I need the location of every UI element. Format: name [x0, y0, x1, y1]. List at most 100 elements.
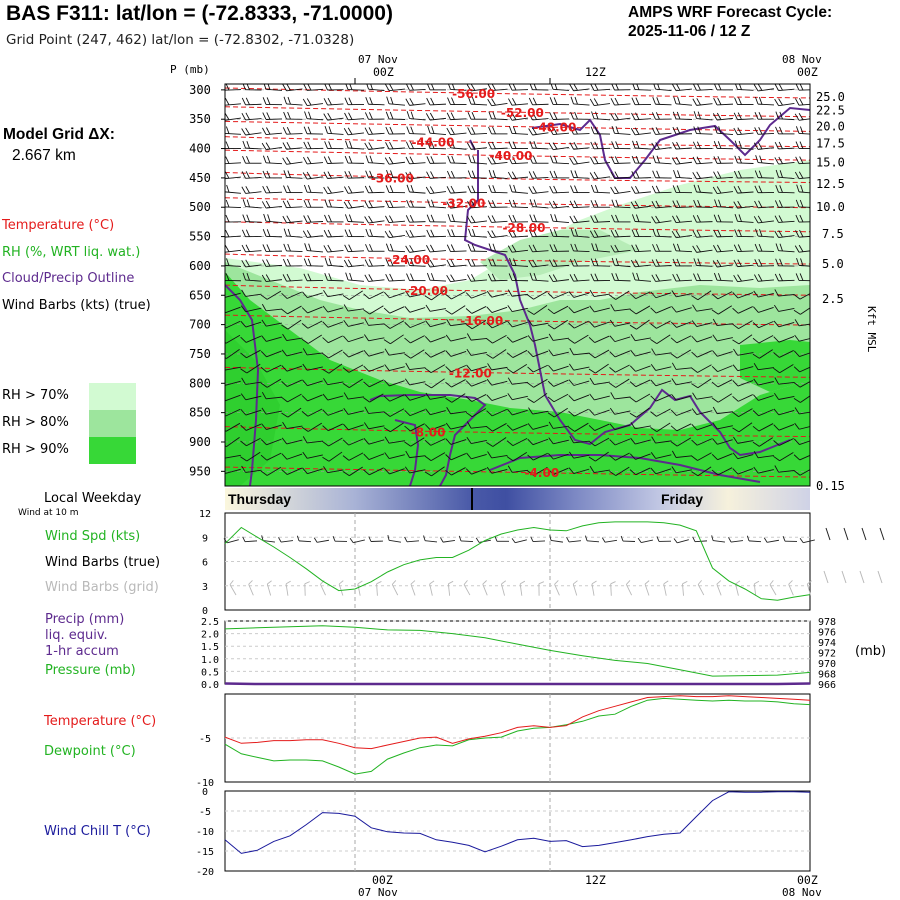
wind-barb-flag	[343, 392, 349, 400]
wind-barb-shaft	[799, 364, 810, 373]
wind-barb-flag	[424, 455, 432, 462]
wind-barb-flag	[262, 155, 267, 163]
wind-barb-flag	[610, 98, 615, 106]
wind-barb-flag	[636, 140, 640, 149]
wind-barb-shaft	[306, 147, 324, 150]
wind-barb	[385, 126, 406, 135]
wind-barb-shaft	[758, 423, 774, 432]
wind-barb-flag	[261, 391, 267, 400]
wind-barb-shaft	[409, 191, 426, 194]
wind-barb-flag	[303, 184, 308, 193]
wind-barb-shaft	[307, 176, 323, 180]
wind-barb	[447, 229, 467, 238]
wind-barb-flag	[712, 334, 718, 342]
wind-barb	[363, 291, 384, 300]
wind-barb-flag	[713, 272, 718, 281]
weekday-friday: Friday	[661, 491, 704, 507]
wind-barb	[486, 437, 507, 447]
wind-barb-flag	[793, 438, 800, 445]
wind-barb-flag	[466, 436, 472, 444]
wind-barb-flag	[671, 450, 677, 458]
wind-barb	[304, 243, 324, 253]
wind-barb-shaft	[799, 350, 810, 357]
wind-barb	[465, 394, 487, 402]
wind-barb-flag	[733, 348, 738, 356]
wind-barb-flag	[693, 258, 697, 266]
wind-barb-shaft	[245, 118, 262, 121]
wind-barb	[466, 364, 487, 372]
wind-barb-shaft	[431, 466, 445, 477]
wind-barb	[590, 184, 611, 194]
wind-barb	[672, 111, 693, 120]
wind-barb-shaft	[655, 132, 672, 135]
wind-barb	[752, 349, 773, 359]
wind-barb-shaft	[799, 336, 810, 342]
wind-barb-shaft	[614, 235, 631, 238]
wind-barb	[733, 127, 754, 136]
wind-barb-shaft	[696, 118, 713, 121]
grid-wind-barb-flag	[697, 580, 703, 585]
wind-barb	[671, 230, 692, 239]
wind-barb	[527, 364, 548, 373]
wind-barb-flag	[486, 466, 493, 474]
wind-barb	[282, 157, 303, 165]
wind-barb	[651, 274, 672, 282]
wind-barb-shaft	[388, 279, 406, 282]
wind-barb-flag	[774, 465, 779, 473]
wind-barb	[549, 244, 570, 252]
wind-barb-flag	[424, 439, 432, 446]
wind-barb	[324, 141, 344, 150]
wind-barb-shaft	[347, 147, 365, 150]
grid-wind-barb-shaft	[572, 583, 578, 596]
wind-barb-shaft	[737, 292, 754, 299]
wind-barb-shaft	[368, 365, 385, 372]
height-tick-label: 7.5	[822, 227, 844, 241]
wind-barb-flag	[529, 272, 533, 281]
wind-barb-shaft	[573, 133, 590, 135]
wind-barb-shaft	[635, 132, 651, 136]
wind-barb-flag	[693, 199, 697, 208]
wind-barb	[323, 156, 344, 164]
wind-barb-flag	[672, 215, 677, 223]
wind-barb-shaft	[470, 147, 488, 150]
wind-barb-flag	[450, 244, 455, 252]
wind-barb-flag	[609, 367, 616, 373]
wind-barb-flag	[307, 141, 312, 149]
surface-wind-barb	[746, 535, 762, 543]
isotherm-label: -40.00	[490, 149, 533, 163]
wind-barb-flag	[404, 353, 411, 359]
wind-barb-flag	[240, 456, 248, 462]
wind-barb-shaft	[594, 423, 610, 431]
wind-barb-flag	[431, 199, 435, 208]
wind-barb-shaft	[635, 291, 651, 300]
wind-barb-flag	[651, 142, 656, 150]
outside-grid-barb	[859, 570, 865, 584]
wind-barb	[651, 200, 672, 209]
wind-barb-shaft	[676, 395, 692, 401]
wind-barb-shaft	[265, 235, 283, 238]
grid-wind-barb	[447, 580, 454, 596]
wind-barb-flag	[262, 185, 267, 194]
wind-barb	[610, 171, 631, 180]
wind-barb-shaft	[511, 264, 529, 267]
wind-barb-shaft	[533, 364, 548, 373]
wind-barb-shaft	[368, 337, 385, 342]
wind-barb	[508, 141, 528, 150]
windchill-tick-label: 0	[202, 787, 208, 798]
wind-barb	[713, 156, 734, 164]
wind-barb	[712, 186, 733, 194]
wind-barb-shaft	[573, 394, 590, 402]
wind-barb-shaft	[553, 365, 569, 372]
wind-barb-shaft	[532, 424, 549, 430]
wind-barb-flag	[716, 186, 722, 194]
wind-barb	[384, 452, 405, 460]
wind-barb	[384, 436, 405, 444]
wind-barb-flag	[487, 451, 492, 459]
wind-barb-shaft	[552, 191, 570, 194]
wind-barb	[405, 171, 426, 180]
wind-barb	[467, 185, 488, 194]
wind-barb	[386, 169, 406, 179]
wind-barb	[365, 170, 385, 179]
wind-barb	[447, 214, 467, 223]
wind-barb	[262, 185, 283, 194]
